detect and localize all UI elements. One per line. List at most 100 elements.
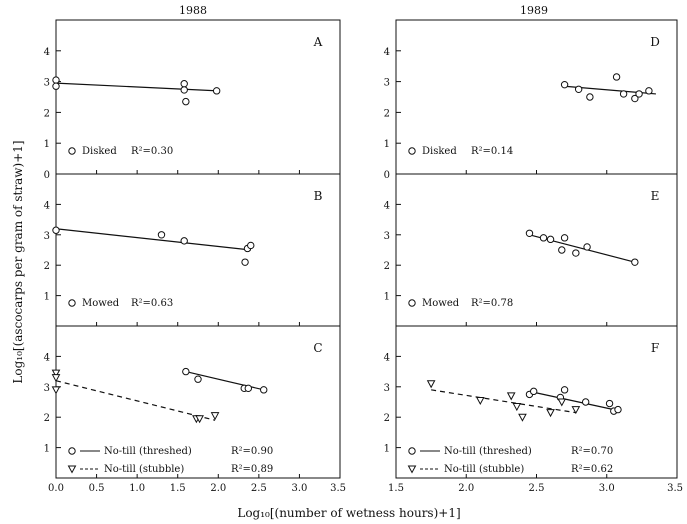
y-axis-title: Log₁₀[(ascocarps per gram of straw)+1] bbox=[11, 140, 25, 383]
panels: 0 1 2 3 4 A Disked R²=0.30 1 2 3 4 B Mowed R²=0.63 1 2 3 4… bbox=[44, 19, 683, 494]
y-tick-label: 4 bbox=[384, 200, 390, 211]
y-tick-label: 1 bbox=[44, 444, 50, 455]
data-point bbox=[558, 246, 566, 254]
x-tick-label: 3.0 bbox=[599, 483, 615, 494]
data-point bbox=[612, 73, 621, 81]
fit-line bbox=[55, 228, 251, 251]
data-point bbox=[614, 405, 622, 414]
legend-marker bbox=[67, 465, 77, 474]
r-squared-label: R²=0.89 bbox=[231, 464, 273, 475]
legend-marker bbox=[408, 147, 416, 155]
data-point bbox=[560, 234, 569, 242]
column-title-1989: 1989 bbox=[520, 4, 548, 17]
legend-label: Mowed bbox=[422, 298, 460, 309]
panel-letter: A bbox=[313, 35, 323, 49]
r-squared-label: R²=0.62 bbox=[571, 464, 613, 475]
data-point bbox=[195, 415, 204, 424]
data-point bbox=[194, 375, 202, 383]
data-point bbox=[247, 241, 255, 250]
y-tick-label: 4 bbox=[384, 352, 390, 363]
r-squared-label: R²=0.63 bbox=[131, 298, 173, 309]
data-point bbox=[52, 76, 60, 84]
data-point bbox=[546, 409, 555, 418]
x-tick-label: 3.5 bbox=[330, 483, 346, 494]
y-tick-label: 3 bbox=[44, 78, 50, 89]
y-tick-label: 4 bbox=[44, 200, 50, 211]
legend-label: No-till (threshed) bbox=[444, 446, 532, 457]
data-point bbox=[210, 412, 220, 421]
data-point bbox=[182, 97, 190, 106]
data-point bbox=[572, 249, 580, 257]
x-tick-label: 2.5 bbox=[529, 483, 545, 494]
y-tick-label: 0 bbox=[384, 170, 390, 181]
data-point bbox=[506, 392, 516, 401]
legend-label: Mowed bbox=[82, 298, 120, 309]
fit-line bbox=[431, 389, 576, 414]
x-tick-label: 2.0 bbox=[210, 483, 226, 494]
data-point bbox=[560, 80, 569, 89]
data-point bbox=[212, 87, 221, 95]
y-tick-label: 1 bbox=[384, 444, 390, 455]
legend-label: Disked bbox=[422, 146, 457, 157]
y-tick-label: 3 bbox=[384, 78, 390, 89]
panel-frame bbox=[395, 325, 678, 479]
x-axis-title: Log₁₀[(number of wetness hours)+1] bbox=[237, 506, 460, 520]
y-tick-label: 3 bbox=[44, 231, 50, 242]
y-tick-label: 1 bbox=[384, 292, 390, 303]
r-squared-label: R²=0.78 bbox=[471, 298, 513, 309]
y-tick-label: 2 bbox=[44, 261, 50, 272]
y-tick-label: 2 bbox=[44, 108, 50, 119]
data-point bbox=[51, 374, 61, 383]
column-title-1988: 1988 bbox=[179, 4, 207, 17]
legend-marker bbox=[407, 465, 417, 474]
data-point bbox=[574, 85, 583, 94]
panel-f: 1 2 3 4 1.5 2.0 2.5 3.0 3.5 F No-till (threshed) R²… bbox=[384, 325, 683, 494]
panel-c: 1 2 3 4 0.0 0.5 1.0 1.5 2.0 2.5 3.0 3.5 C No-till (th… bbox=[44, 325, 346, 494]
data-point bbox=[260, 386, 268, 394]
data-point bbox=[52, 82, 60, 90]
panel-letter: D bbox=[650, 35, 660, 49]
data-point bbox=[557, 398, 567, 407]
x-tick-label: 2.0 bbox=[458, 483, 474, 494]
x-tick-label: 1.5 bbox=[170, 483, 186, 494]
legend-marker bbox=[408, 447, 416, 455]
y-tick-label: 2 bbox=[384, 413, 390, 424]
y-tick-label: 3 bbox=[44, 383, 50, 394]
y-tick-label: 0 bbox=[44, 170, 50, 181]
y-tick-label: 2 bbox=[384, 261, 390, 272]
data-point bbox=[518, 413, 527, 422]
r-squared-label: R²=0.30 bbox=[131, 146, 173, 157]
data-point bbox=[586, 93, 594, 101]
data-point bbox=[619, 90, 628, 98]
data-point bbox=[581, 398, 590, 406]
data-point bbox=[51, 369, 61, 378]
panel-letter: C bbox=[313, 341, 322, 355]
data-point bbox=[244, 384, 253, 393]
data-point bbox=[512, 403, 522, 412]
y-tick-label: 1 bbox=[44, 292, 50, 303]
y-tick-label: 2 bbox=[384, 108, 390, 119]
data-point bbox=[180, 80, 188, 88]
x-tick-label: 3.0 bbox=[291, 483, 307, 494]
y-tick-label: 3 bbox=[384, 383, 390, 394]
legend-label: No-till (stubble) bbox=[444, 464, 524, 475]
data-point bbox=[426, 380, 436, 389]
data-point bbox=[241, 258, 249, 266]
data-point bbox=[571, 406, 581, 415]
fit-line bbox=[529, 390, 621, 412]
x-tick-label: 1.5 bbox=[388, 483, 404, 494]
y-tick-label: 1 bbox=[384, 139, 390, 150]
x-tick-label: 2.5 bbox=[251, 483, 267, 494]
x-tick-label: 0.5 bbox=[89, 483, 105, 494]
data-point bbox=[180, 237, 188, 245]
y-tick-label: 4 bbox=[44, 352, 50, 363]
data-point bbox=[560, 386, 569, 394]
fit-line bbox=[55, 380, 216, 421]
r-squared-label: R²=0.14 bbox=[471, 146, 513, 157]
fit-line bbox=[55, 82, 219, 92]
data-point bbox=[182, 367, 190, 376]
data-point bbox=[525, 229, 534, 237]
legend-label: No-till (threshed) bbox=[104, 446, 192, 457]
data-point bbox=[583, 243, 591, 251]
